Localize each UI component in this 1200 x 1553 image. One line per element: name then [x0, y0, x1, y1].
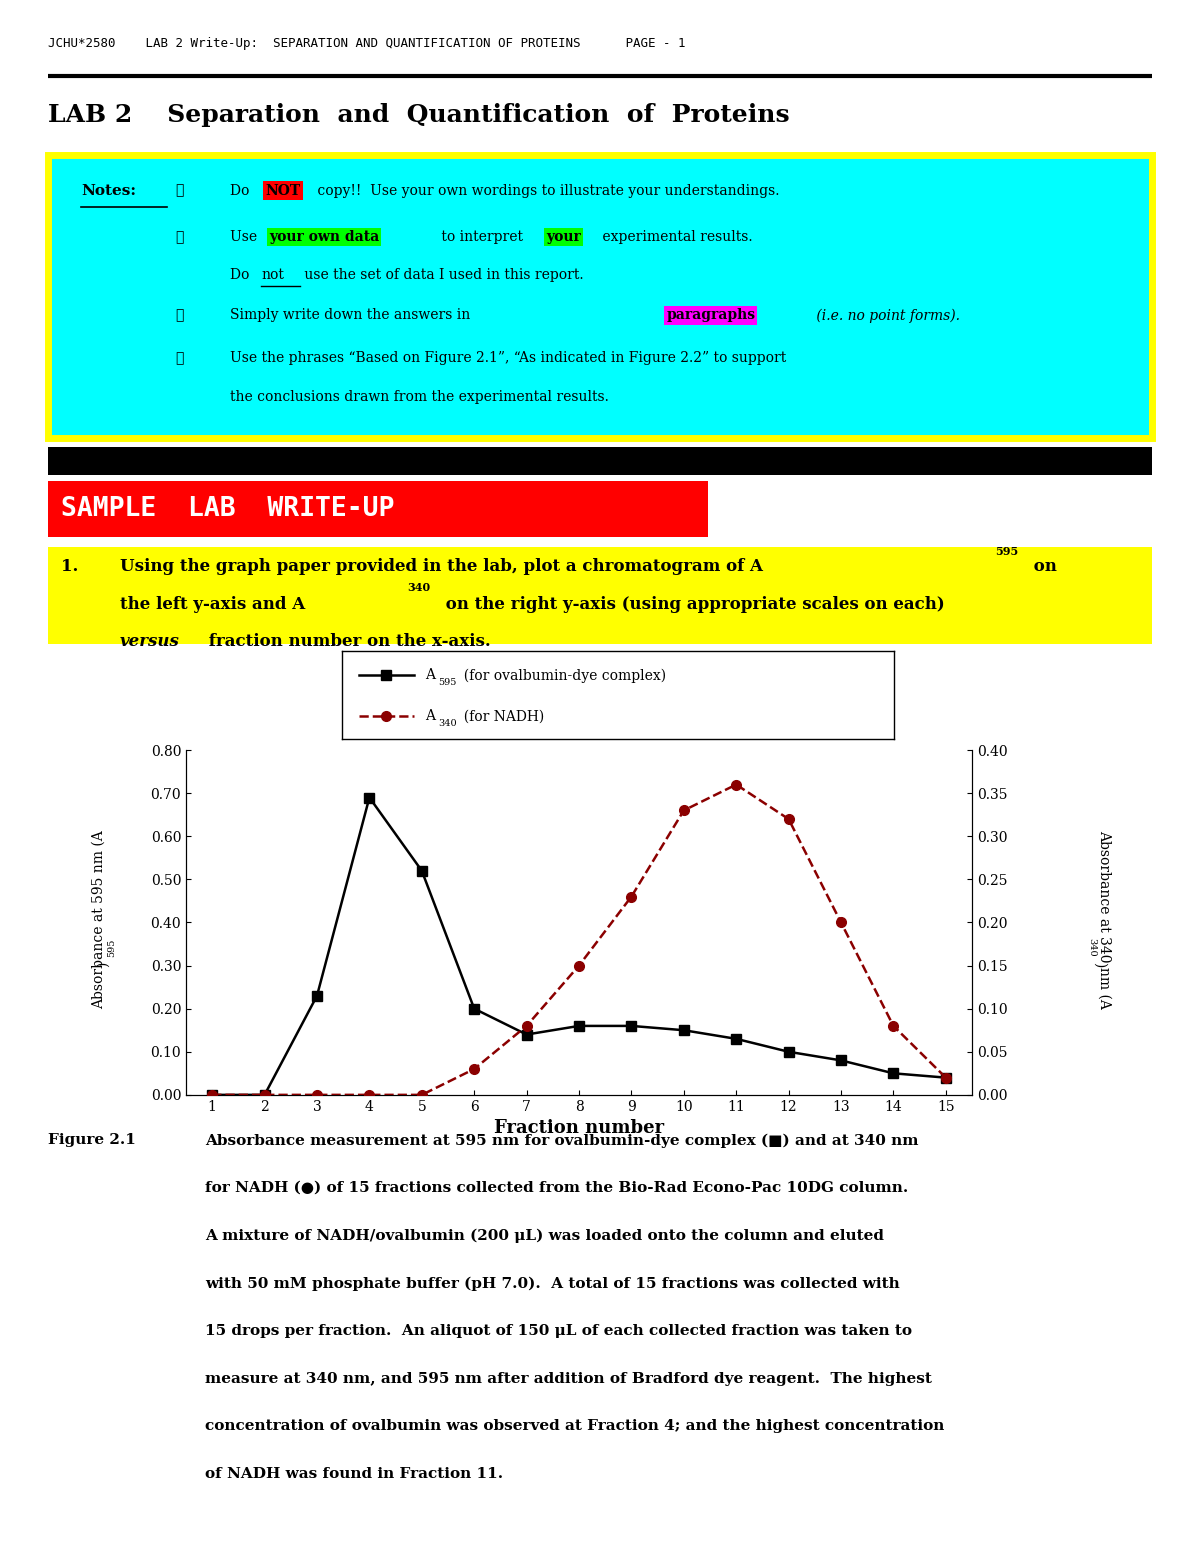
Text: Do: Do [230, 269, 254, 283]
Text: 595: 595 [995, 547, 1019, 558]
FancyBboxPatch shape [48, 447, 1152, 475]
FancyBboxPatch shape [48, 155, 1152, 438]
Text: Absorbance measurement at 595 nm for ovalbumin-dye complex (■) and at 340 nm: Absorbance measurement at 595 nm for ova… [205, 1134, 918, 1148]
Text: on the right y-axis (using appropriate scales on each): on the right y-axis (using appropriate s… [440, 596, 944, 612]
Text: 15 drops per fraction.  An aliquot of 150 μL of each collected fraction was take: 15 drops per fraction. An aliquot of 150… [205, 1325, 912, 1339]
FancyBboxPatch shape [48, 547, 1152, 644]
Text: A: A [425, 668, 434, 682]
Text: paragraphs: paragraphs [666, 309, 755, 323]
Text: Using the graph paper provided in the lab, plot a chromatogram of A: Using the graph paper provided in the la… [120, 559, 763, 576]
X-axis label: Fraction number: Fraction number [494, 1120, 664, 1137]
Text: for NADH (●) of 15 fractions collected from the Bio-Rad Econo-Pac 10DG column.: for NADH (●) of 15 fractions collected f… [205, 1180, 908, 1194]
Text: A: A [425, 710, 434, 724]
Text: ①: ① [175, 183, 184, 197]
Text: Use the phrases “Based on Figure 2.1”, “As indicated in Figure 2.2” to support: Use the phrases “Based on Figure 2.1”, “… [230, 351, 786, 365]
Text: A mixture of NADH/ovalbumin (200 μL) was loaded onto the column and eluted: A mixture of NADH/ovalbumin (200 μL) was… [205, 1228, 883, 1242]
Text: concentration of ovalbumin was observed at Fraction 4; and the highest concentra: concentration of ovalbumin was observed … [205, 1419, 944, 1433]
Text: JCHU*2580    LAB 2 Write-Up:  SEPARATION AND QUANTIFICATION OF PROTEINS      PAG: JCHU*2580 LAB 2 Write-Up: SEPARATION AND… [48, 37, 685, 50]
Text: Absorbance at 340 nm (A: Absorbance at 340 nm (A [1097, 829, 1111, 1009]
Text: versus: versus [120, 632, 180, 649]
Text: Absorbance at 595 nm (A: Absorbance at 595 nm (A [91, 829, 106, 1009]
Text: use the set of data I used in this report.: use the set of data I used in this repor… [300, 269, 583, 283]
Text: Use: Use [230, 230, 262, 244]
Text: 1.: 1. [61, 559, 79, 576]
Text: the conclusions drawn from the experimental results.: the conclusions drawn from the experimen… [230, 390, 610, 404]
Text: ④: ④ [175, 351, 184, 365]
Text: (for NADH): (for NADH) [455, 710, 545, 724]
Text: ②: ② [175, 230, 184, 244]
Text: Figure 2.1: Figure 2.1 [48, 1134, 136, 1148]
FancyBboxPatch shape [48, 481, 708, 537]
Text: 595: 595 [107, 938, 116, 957]
Text: copy!!  Use your own wordings to illustrate your understandings.: copy!! Use your own wordings to illustra… [313, 183, 780, 197]
Text: ): ) [1092, 961, 1106, 968]
Text: 595: 595 [438, 679, 457, 686]
Text: measure at 340 nm, and 595 nm after addition of Bradford dye reagent.  The highe: measure at 340 nm, and 595 nm after addi… [205, 1371, 931, 1385]
Text: Notes:: Notes: [82, 183, 136, 197]
Text: the left y-axis and A: the left y-axis and A [120, 596, 305, 612]
Text: experimental results.: experimental results. [598, 230, 752, 244]
Text: LAB 2    Separation  and  Quantification  of  Proteins: LAB 2 Separation and Quantification of P… [48, 102, 790, 127]
Text: Do: Do [230, 183, 254, 197]
Text: 340: 340 [407, 582, 430, 593]
Text: on: on [1028, 559, 1057, 576]
Text: to interpret: to interpret [437, 230, 527, 244]
Text: SAMPLE  LAB  WRITE-UP: SAMPLE LAB WRITE-UP [61, 497, 395, 522]
Text: (i.e. no point forms).: (i.e. no point forms). [812, 309, 960, 323]
Text: (for ovalbumin-dye complex): (for ovalbumin-dye complex) [455, 668, 666, 683]
Text: not: not [262, 269, 284, 283]
Text: ): ) [96, 961, 110, 968]
Text: ③: ③ [175, 309, 184, 323]
Text: your own data: your own data [269, 230, 379, 244]
Text: with 50 mM phosphate buffer (pH 7.0).  A total of 15 fractions was collected wit: with 50 mM phosphate buffer (pH 7.0). A … [205, 1277, 900, 1291]
Text: fraction number on the x-axis.: fraction number on the x-axis. [203, 632, 491, 649]
Text: 340: 340 [438, 719, 457, 728]
Text: 340: 340 [1087, 938, 1097, 957]
Text: NOT: NOT [265, 183, 301, 197]
Text: your: your [546, 230, 581, 244]
Text: of NADH was found in Fraction 11.: of NADH was found in Fraction 11. [205, 1468, 503, 1482]
Text: Simply write down the answers in: Simply write down the answers in [230, 309, 475, 323]
